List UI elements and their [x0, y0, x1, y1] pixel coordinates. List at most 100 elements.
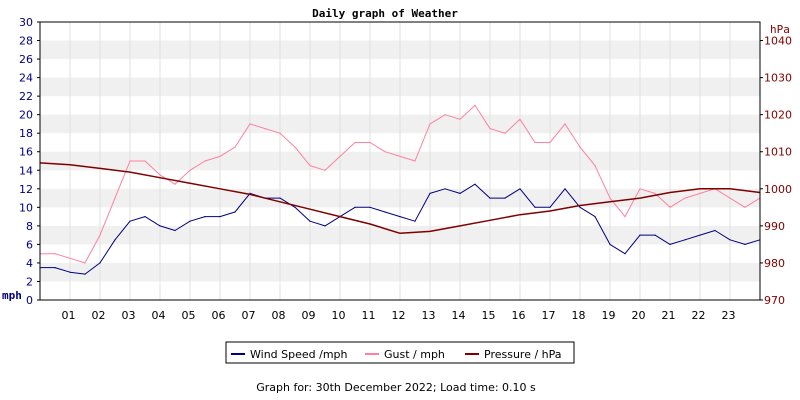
series-point-gust-mph — [294, 146, 296, 148]
series-point-pressure-hpa — [639, 197, 641, 199]
legend-label-gust: Gust / mph — [384, 348, 445, 361]
series-point-wind-speed-mph — [369, 206, 371, 208]
series-point-pressure-hpa — [219, 188, 221, 190]
series-point-wind-speed-mph — [699, 234, 701, 236]
left-tick-label: 20 — [19, 109, 33, 122]
left-tick-label: 18 — [19, 127, 33, 140]
series-point-gust-mph — [159, 174, 161, 176]
series-point-pressure-hpa — [249, 193, 251, 195]
series-point-pressure-hpa — [519, 214, 521, 216]
series-point-wind-speed-mph — [114, 239, 116, 241]
left-tick-label: 26 — [19, 53, 33, 66]
x-tick-label: 02 — [92, 309, 106, 322]
series-point-wind-speed-mph — [99, 262, 101, 264]
series-point-gust-mph — [369, 141, 371, 144]
series-point-gust-mph — [504, 132, 506, 134]
series-point-wind-speed-mph — [714, 229, 716, 232]
series-point-pressure-hpa — [189, 182, 191, 184]
grid-lines — [69, 22, 731, 300]
series-point-gust-mph — [594, 165, 596, 167]
left-tick-label: 8 — [26, 220, 33, 233]
series-point-gust-mph — [549, 141, 551, 144]
series-point-gust-mph — [534, 141, 536, 144]
x-tick-label: 11 — [362, 309, 376, 322]
x-tick-label: 23 — [722, 309, 736, 322]
series-point-wind-speed-mph — [429, 192, 431, 194]
series-point-wind-speed-mph — [174, 229, 176, 232]
series-point-gust-mph — [144, 160, 146, 162]
x-tick-label: 15 — [482, 309, 496, 322]
series-point-pressure-hpa — [489, 219, 491, 221]
series-point-pressure-hpa — [609, 201, 611, 203]
right-tick-label: 980 — [764, 257, 785, 270]
series-point-wind-speed-mph — [144, 216, 146, 218]
series-point-wind-speed-mph — [54, 267, 56, 269]
series-point-gust-mph — [324, 169, 326, 171]
left-tick-label: 24 — [19, 72, 33, 85]
footer-text: Graph for: 30th December 2022; Load time… — [256, 381, 536, 394]
series-point-pressure-hpa — [669, 191, 671, 194]
series-point-wind-speed-mph — [624, 253, 626, 255]
series-point-gust-mph — [474, 104, 476, 106]
series-point-pressure-hpa — [159, 177, 161, 179]
left-tick-label: 28 — [19, 35, 33, 48]
series-point-wind-speed-mph — [219, 216, 221, 218]
series-point-gust-mph — [54, 253, 56, 255]
series-point-wind-speed-mph — [609, 243, 611, 245]
series-point-gust-mph — [609, 197, 611, 199]
series-point-gust-mph — [114, 197, 116, 199]
right-axis-ticks: 970 980 990 1000 1010 1020 1030 1040 — [760, 35, 792, 307]
left-tick-label: 10 — [19, 201, 33, 214]
x-tick-label: 21 — [662, 309, 676, 322]
legend-label-pressure: Pressure / hPa — [484, 348, 562, 361]
series-point-gust-mph — [699, 192, 701, 194]
series-point-wind-speed-mph — [729, 239, 731, 241]
series-point-wind-speed-mph — [444, 188, 446, 190]
series-point-gust-mph — [309, 165, 311, 167]
series-point-gust-mph — [354, 141, 356, 144]
series-point-gust-mph — [339, 155, 341, 157]
series-point-gust-mph — [384, 151, 386, 153]
series-point-gust-mph — [69, 257, 71, 259]
series-point-wind-speed-mph — [84, 273, 86, 275]
series-point-gust-mph — [639, 188, 641, 190]
series-point-wind-speed-mph — [519, 188, 521, 190]
series-point-gust-mph — [489, 128, 491, 130]
series-point-gust-mph — [279, 132, 281, 134]
series-point-gust-mph — [204, 160, 206, 162]
series-point-pressure-hpa — [369, 223, 371, 225]
series-point-wind-speed-mph — [654, 234, 656, 236]
series-point-wind-speed-mph — [129, 220, 131, 222]
right-tick-label: 1020 — [764, 109, 792, 122]
x-tick-label: 07 — [242, 309, 256, 322]
left-tick-label: 22 — [19, 90, 33, 103]
series-point-pressure-hpa — [99, 167, 101, 169]
x-tick-label: 18 — [572, 309, 586, 322]
series-point-pressure-hpa — [399, 232, 401, 234]
series-point-wind-speed-mph — [324, 225, 326, 227]
series-point-wind-speed-mph — [669, 243, 671, 245]
x-tick-label: 01 — [62, 309, 76, 322]
legend-box — [225, 341, 575, 364]
x-tick-label: 16 — [512, 309, 526, 322]
series-point-gust-mph — [129, 160, 131, 162]
x-tick-label: 08 — [272, 309, 286, 322]
series-point-pressure-hpa — [309, 208, 311, 210]
right-axis-unit: hPa — [770, 23, 790, 36]
series-point-gust-mph — [399, 155, 401, 157]
x-tick-label: 13 — [422, 309, 436, 322]
series-point-wind-speed-mph — [279, 197, 281, 199]
left-tick-label: 0 — [26, 294, 33, 307]
legend: Wind Speed /mph Gust / mph Pressure / hP… — [225, 341, 575, 364]
series-point-pressure-hpa — [579, 204, 581, 207]
chart-title: Daily graph of Weather — [312, 7, 458, 20]
series-point-gust-mph — [264, 128, 266, 130]
series-point-wind-speed-mph — [414, 220, 416, 222]
left-tick-label: 6 — [26, 238, 33, 251]
series-point-pressure-hpa — [729, 188, 731, 190]
x-axis-ticks: 01 02 03 04 05 06 07 08 09 10 11 12 13 14 15 16 17 18 19 20… — [62, 309, 736, 322]
series-point-wind-speed-mph — [594, 216, 596, 218]
series-point-pressure-hpa — [459, 225, 461, 227]
series-point-pressure-hpa — [279, 201, 281, 203]
